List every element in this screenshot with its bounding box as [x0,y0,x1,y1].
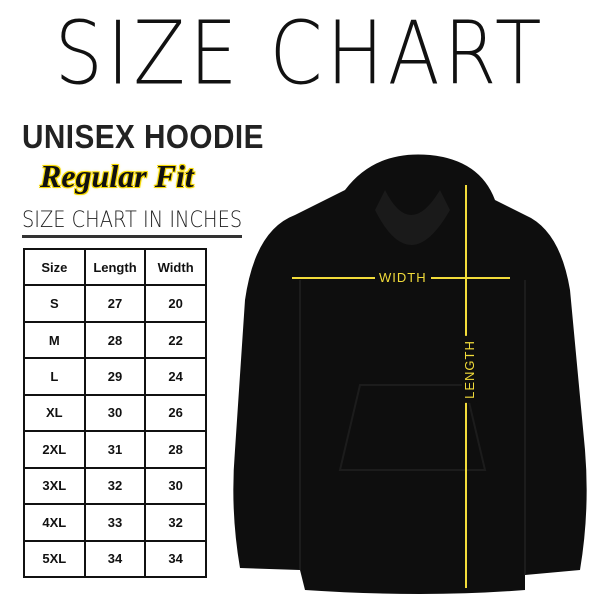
table-cell: 29 [83,357,147,396]
header-cell: Width [144,247,207,287]
table-cell: 27 [83,284,147,323]
table-row: XL 30 26 [23,393,207,433]
table-cell: 2XL [23,430,86,469]
table-cell: 31 [83,430,147,469]
table-cell: 22 [144,320,207,360]
table-cell: 20 [144,284,207,323]
table-cell: 33 [83,503,147,542]
fit-label: Regular Fit [40,158,194,194]
table-cell: 30 [83,393,147,433]
table-header-row: Size Length Width [23,247,207,287]
table-cell: XL [23,393,86,433]
table-cell: 32 [144,503,207,542]
page-title: SIZE CHART [54,2,546,105]
length-label: LENGTH [461,336,477,403]
table-cell: S [23,284,86,323]
table-row: L 29 24 [23,357,207,396]
chart-subtitle: SIZE CHART IN INCHES [22,208,243,238]
table-row: 3XL 32 30 [23,466,207,506]
header-cell: Length [83,247,147,287]
table-row: M 28 22 [23,320,207,360]
hoodie-image [233,154,587,594]
table-cell: 28 [144,430,207,469]
table-cell: 24 [144,357,207,396]
width-label: WIDTH [375,270,431,285]
table-cell: 5XL [23,539,86,578]
table-cell: 34 [83,539,147,578]
table-cell: 26 [144,393,207,433]
table-row: 2XL 31 28 [23,430,207,469]
size-table: Size Length Width S 27 20 M 28 22 L 29 24 XL 30 26 2… [23,247,207,578]
table-cell: 28 [83,320,147,360]
table-cell: 30 [144,466,207,506]
table-cell: L [23,357,86,396]
header-cell: Size [23,247,86,287]
table-cell: 4XL [23,503,86,542]
table-cell: 3XL [23,466,86,506]
product-name: UNISEX HOODIE [22,118,264,155]
table-cell: M [23,320,86,360]
table-row: 5XL 34 34 [23,539,207,578]
table-cell: 32 [83,466,147,506]
table-cell: 34 [144,539,207,578]
hoodie-body [233,154,587,594]
table-row: S 27 20 [23,284,207,323]
table-row: 4XL 33 32 [23,503,207,542]
